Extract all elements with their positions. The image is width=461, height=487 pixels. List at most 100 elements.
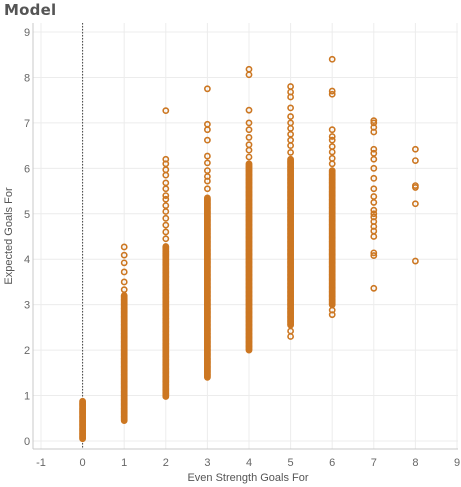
x-tick-label: -1 xyxy=(36,457,46,469)
data-point xyxy=(162,195,170,203)
data-point xyxy=(328,55,336,63)
data-point xyxy=(370,252,378,259)
data-point xyxy=(287,104,294,112)
data-point xyxy=(79,397,86,405)
x-tick-label: 9 xyxy=(454,457,460,469)
data-point xyxy=(162,243,170,250)
data-point xyxy=(245,141,253,149)
data-point xyxy=(370,213,378,221)
y-tick-label: 7 xyxy=(24,118,30,130)
data-point xyxy=(328,306,336,314)
data-point xyxy=(370,249,378,257)
plot-frame xyxy=(32,23,458,450)
x-axis-title: Even Strength Goals For xyxy=(187,472,308,484)
y-axis-title: Expected Goals For xyxy=(3,187,15,285)
y-tick-label: 3 xyxy=(24,300,30,312)
data-point xyxy=(162,192,170,199)
y-tick-label: 6 xyxy=(24,163,30,175)
grid xyxy=(33,23,458,449)
data-point xyxy=(287,155,294,163)
data-point xyxy=(370,145,378,153)
data-point xyxy=(328,167,336,175)
data-point xyxy=(328,143,336,150)
y-axis-ticks: 0 1 2 3 4 5 6 7 8 9 xyxy=(24,27,30,448)
data-point xyxy=(203,136,211,144)
data-point xyxy=(411,257,419,265)
data-point xyxy=(245,160,253,168)
data-point xyxy=(328,133,336,140)
x-tick-label: 8 xyxy=(412,457,418,469)
data-point xyxy=(203,167,211,175)
data-point xyxy=(328,136,336,144)
data-point xyxy=(411,182,419,190)
data-point xyxy=(245,153,253,161)
data-point xyxy=(203,159,211,167)
data-point xyxy=(162,155,170,163)
data-point xyxy=(370,185,378,193)
x-tick-label: 7 xyxy=(371,457,377,469)
data-point xyxy=(287,149,294,156)
data-point xyxy=(120,251,128,259)
data-point xyxy=(328,90,336,98)
data-point xyxy=(203,152,211,160)
data-point xyxy=(162,179,170,187)
data-point xyxy=(162,107,170,115)
data-point xyxy=(287,83,294,90)
data-point xyxy=(328,126,336,134)
data-point xyxy=(120,259,128,267)
data-point xyxy=(370,174,378,182)
data-point xyxy=(370,206,378,214)
data-point xyxy=(203,85,211,93)
data-point xyxy=(370,164,378,172)
y-tick-label: 9 xyxy=(24,27,30,39)
x-tick-label: 3 xyxy=(204,457,210,469)
data-point xyxy=(370,193,378,200)
data-point xyxy=(245,65,253,73)
y-tick-label: 1 xyxy=(24,391,30,403)
y-tick-label: 4 xyxy=(24,254,30,266)
data-point xyxy=(411,157,419,165)
data-point xyxy=(203,194,211,202)
data-point xyxy=(370,119,378,127)
x-tick-label: 4 xyxy=(246,457,252,469)
x-tick-label: 0 xyxy=(80,457,86,469)
data-point xyxy=(370,284,378,292)
data-point xyxy=(245,119,253,127)
data-point xyxy=(162,202,170,209)
data-point xyxy=(162,221,170,229)
data-point xyxy=(287,119,294,127)
data-point xyxy=(287,113,294,120)
y-tick-label: 8 xyxy=(24,72,30,84)
data-point xyxy=(120,278,128,286)
data-point xyxy=(120,268,128,276)
chart-title: Model xyxy=(4,1,57,19)
data-point xyxy=(411,200,419,208)
data-point xyxy=(120,243,128,251)
y-tick-label: 2 xyxy=(24,345,30,357)
y-tick-label: 0 xyxy=(24,436,30,448)
data-point xyxy=(328,87,336,95)
x-tick-label: 5 xyxy=(288,457,294,469)
x-tick-label: 6 xyxy=(329,457,335,469)
data-point xyxy=(245,106,253,114)
data-point xyxy=(411,145,419,153)
y-tick-label: 5 xyxy=(24,209,30,221)
data-point xyxy=(203,120,211,128)
data-point xyxy=(203,185,211,193)
data-point xyxy=(370,210,378,218)
data-point xyxy=(162,228,170,236)
x-axis-ticks: -1 0 1 2 3 4 5 6 7 8 9 xyxy=(36,457,460,469)
x-tick-label: 2 xyxy=(163,457,169,469)
data-point xyxy=(328,154,336,162)
data-point xyxy=(162,214,170,222)
x-tick-label: 1 xyxy=(121,457,127,469)
data-point xyxy=(245,134,253,141)
data-point xyxy=(245,126,253,134)
data-point xyxy=(370,149,378,157)
data-point xyxy=(162,235,170,243)
data-point xyxy=(120,286,128,294)
data-point xyxy=(370,117,378,125)
data-point xyxy=(287,327,294,335)
points-layer xyxy=(79,55,419,443)
